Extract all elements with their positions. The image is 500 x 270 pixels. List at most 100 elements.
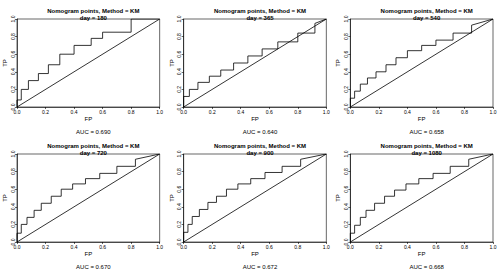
- svg-text:0.2: 0.2: [343, 221, 349, 228]
- svg-text:0.4: 0.4: [71, 244, 78, 250]
- svg-text:FP: FP: [84, 251, 92, 257]
- svg-text:day = 720: day = 720: [80, 150, 108, 156]
- svg-text:AUC = 0.668: AUC = 0.668: [409, 264, 444, 270]
- svg-text:0.2: 0.2: [10, 221, 16, 228]
- svg-text:1.0: 1.0: [176, 15, 182, 22]
- svg-text:0.0: 0.0: [347, 109, 354, 115]
- svg-text:day = 180: day = 180: [80, 15, 108, 21]
- svg-text:0.4: 0.4: [404, 109, 411, 115]
- svg-text:1.0: 1.0: [156, 109, 163, 115]
- svg-text:0.4: 0.4: [176, 68, 182, 75]
- svg-text:1.0: 1.0: [10, 150, 16, 157]
- svg-text:0.6: 0.6: [343, 186, 349, 193]
- svg-text:1.0: 1.0: [10, 15, 16, 22]
- svg-text:0.4: 0.4: [237, 244, 244, 250]
- svg-text:AUC = 0.640: AUC = 0.640: [243, 129, 278, 135]
- svg-text:0.8: 0.8: [10, 168, 16, 175]
- svg-text:0.0: 0.0: [342, 103, 349, 111]
- svg-text:0.4: 0.4: [237, 109, 244, 115]
- svg-text:0.4: 0.4: [404, 244, 411, 250]
- svg-text:0.4: 0.4: [176, 203, 182, 210]
- svg-text:TP: TP: [2, 59, 8, 67]
- svg-text:0.6: 0.6: [176, 51, 182, 58]
- svg-text:1.0: 1.0: [176, 150, 182, 157]
- svg-text:0.8: 0.8: [294, 244, 301, 250]
- svg-text:1.0: 1.0: [343, 15, 349, 22]
- svg-text:0.2: 0.2: [209, 109, 216, 115]
- svg-text:0.6: 0.6: [266, 244, 273, 250]
- svg-text:0.8: 0.8: [343, 33, 349, 40]
- svg-text:0.0: 0.0: [176, 103, 183, 111]
- svg-text:0.2: 0.2: [209, 244, 216, 250]
- svg-text:0.4: 0.4: [71, 109, 78, 115]
- svg-text:0.0: 0.0: [180, 109, 187, 115]
- svg-text:0.2: 0.2: [343, 86, 349, 93]
- svg-text:0.6: 0.6: [343, 51, 349, 58]
- svg-text:0.0: 0.0: [14, 109, 21, 115]
- svg-text:FP: FP: [418, 116, 426, 122]
- svg-text:0.8: 0.8: [10, 33, 16, 40]
- svg-text:TP: TP: [169, 194, 175, 202]
- svg-text:1.0: 1.0: [323, 109, 330, 115]
- svg-text:day = 900: day = 900: [246, 150, 274, 156]
- svg-text:0.2: 0.2: [42, 109, 49, 115]
- svg-text:1.0: 1.0: [490, 109, 497, 115]
- svg-text:Nomogram points, Method = KM: Nomogram points, Method = KM: [381, 8, 473, 14]
- svg-text:1.0: 1.0: [156, 244, 163, 250]
- svg-text:0.2: 0.2: [176, 221, 182, 228]
- svg-text:FP: FP: [418, 251, 426, 257]
- svg-text:0.2: 0.2: [375, 244, 382, 250]
- svg-text:FP: FP: [251, 251, 259, 257]
- svg-text:1.0: 1.0: [323, 244, 330, 250]
- svg-text:0.0: 0.0: [347, 244, 354, 250]
- svg-text:day = 365: day = 365: [246, 15, 274, 21]
- svg-text:Nomogram points, Method = KM: Nomogram points, Method = KM: [47, 143, 139, 149]
- svg-text:0.6: 0.6: [10, 186, 16, 193]
- svg-text:0.2: 0.2: [176, 86, 182, 93]
- svg-text:Nomogram points, Method = KM: Nomogram points, Method = KM: [47, 8, 139, 14]
- svg-text:1.0: 1.0: [490, 244, 497, 250]
- svg-text:AUC = 0.672: AUC = 0.672: [243, 264, 278, 270]
- svg-text:0.8: 0.8: [128, 109, 135, 115]
- svg-text:0.8: 0.8: [343, 168, 349, 175]
- svg-text:0.6: 0.6: [99, 244, 106, 250]
- svg-text:1.0: 1.0: [343, 150, 349, 157]
- svg-text:TP: TP: [2, 194, 8, 202]
- svg-text:0.4: 0.4: [343, 68, 349, 75]
- svg-text:0.8: 0.8: [461, 244, 468, 250]
- svg-text:0.6: 0.6: [432, 244, 439, 250]
- svg-text:AUC = 0.670: AUC = 0.670: [76, 264, 111, 270]
- svg-text:Nomogram points, Method = KM: Nomogram points, Method = KM: [381, 143, 473, 149]
- svg-text:0.8: 0.8: [176, 33, 182, 40]
- svg-text:0.0: 0.0: [180, 244, 187, 250]
- svg-text:0.4: 0.4: [343, 203, 349, 210]
- svg-text:0.8: 0.8: [294, 109, 301, 115]
- svg-text:0.0: 0.0: [9, 103, 16, 111]
- svg-text:AUC = 0.658: AUC = 0.658: [409, 129, 444, 135]
- svg-text:0.2: 0.2: [42, 244, 49, 250]
- svg-text:FP: FP: [251, 116, 259, 122]
- svg-text:0.8: 0.8: [461, 109, 468, 115]
- svg-text:TP: TP: [335, 194, 341, 202]
- svg-text:day = 540: day = 540: [413, 15, 441, 21]
- svg-text:FP: FP: [84, 116, 92, 122]
- svg-text:0.0: 0.0: [14, 244, 21, 250]
- svg-text:TP: TP: [169, 59, 175, 67]
- svg-text:0.2: 0.2: [375, 109, 382, 115]
- svg-text:day = 1080: day = 1080: [411, 150, 442, 156]
- svg-text:0.6: 0.6: [10, 51, 16, 58]
- svg-text:0.8: 0.8: [128, 244, 135, 250]
- svg-text:0.4: 0.4: [10, 203, 16, 210]
- svg-text:0.0: 0.0: [9, 238, 16, 246]
- svg-text:0.6: 0.6: [266, 109, 273, 115]
- svg-text:0.6: 0.6: [176, 186, 182, 193]
- svg-text:TP: TP: [335, 59, 341, 67]
- svg-text:Nomogram points, Method = KM: Nomogram points, Method = KM: [214, 8, 306, 14]
- svg-text:0.6: 0.6: [432, 109, 439, 115]
- svg-text:0.8: 0.8: [176, 168, 182, 175]
- svg-text:0.2: 0.2: [10, 86, 16, 93]
- svg-text:0.6: 0.6: [99, 109, 106, 115]
- svg-text:AUC = 0.690: AUC = 0.690: [76, 129, 111, 135]
- svg-text:Nomogram points, Method = KM: Nomogram points, Method = KM: [214, 143, 306, 149]
- svg-text:0.4: 0.4: [10, 68, 16, 75]
